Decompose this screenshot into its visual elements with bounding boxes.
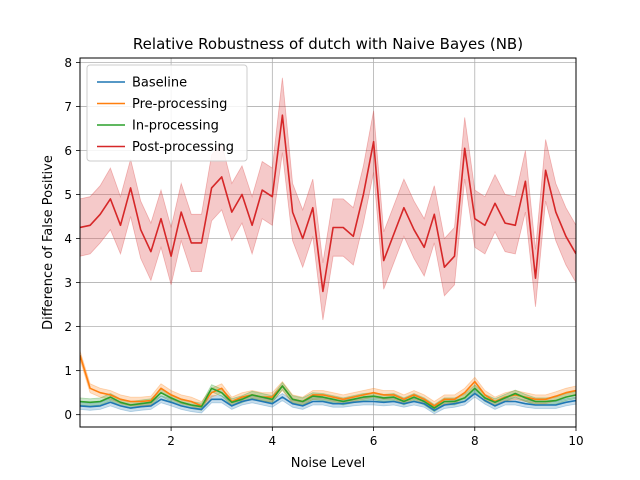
y-tick-label: 1 [64,364,72,378]
x-tick-label: 10 [568,434,583,448]
x-tick-label: 4 [269,434,277,448]
grid [80,58,577,427]
legend-label: In-processing [132,119,219,134]
axis-ticks: 2 4 6 8 10 0 1 2 3 4 5 6 7 8 [64,56,583,448]
y-tick-label: 3 [64,276,72,290]
y-axis-label: Difference of False Positive [41,155,56,330]
y-tick-label: 7 [64,100,72,114]
y-tick-label: 0 [64,408,72,422]
y-tick-label: 6 [64,144,72,158]
legend-label: Post-processing [132,140,234,155]
x-axis-label: Noise Level [291,456,366,471]
series-line [80,354,576,407]
legend: Baseline Pre-processing In-processing Post-… [86,64,248,162]
legend-box [86,64,248,162]
chart-title: Relative Robustness of dutch with Naive … [133,35,523,53]
legend-label: Baseline [132,76,187,91]
legend-label: Pre-processing [132,97,227,112]
series-line [80,385,576,409]
y-tick-label: 8 [64,56,72,70]
x-tick-label: 2 [167,434,175,448]
x-tick-label: 6 [370,434,378,448]
plot-frame [79,57,577,428]
series-lines [80,114,576,412]
y-tick-label: 2 [64,320,72,334]
x-tick-label: 8 [471,434,479,448]
series-line [80,114,576,293]
series-line [80,392,576,412]
y-tick-label: 4 [64,232,72,246]
y-tick-label: 5 [64,188,72,202]
